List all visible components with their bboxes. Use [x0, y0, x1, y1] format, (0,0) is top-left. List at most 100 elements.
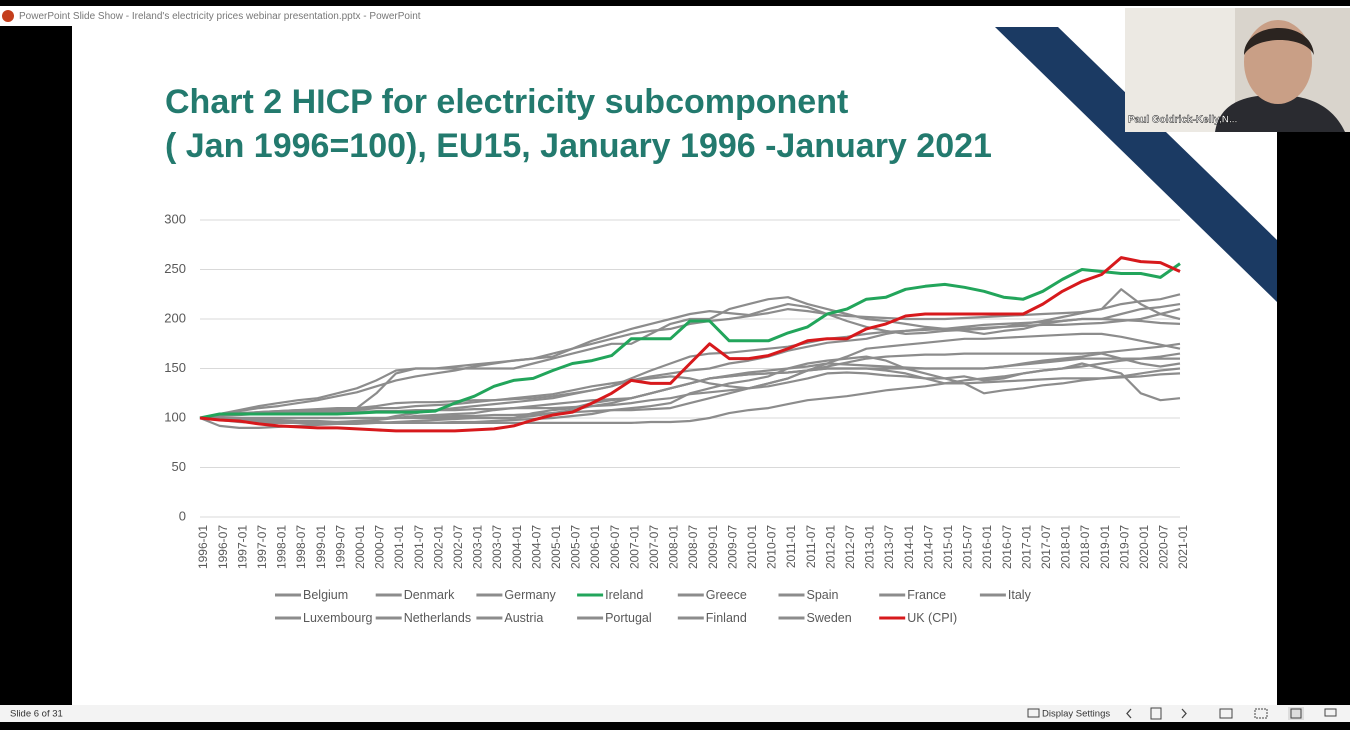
- series-line: [199, 256, 1181, 433]
- legend-label: Italy: [1008, 588, 1032, 602]
- legend-label: Ireland: [605, 588, 643, 602]
- x-tick-label: 2019-07: [1117, 525, 1131, 569]
- series-line: [199, 296, 1181, 420]
- x-tick-label: 2019-01: [1098, 525, 1112, 569]
- legend-label: Denmark: [404, 588, 455, 602]
- x-tick-label: 2015-07: [961, 525, 975, 569]
- x-tick-label: 1999-01: [314, 525, 328, 569]
- chart-subtitle: ( Jan 1996=100), EU15, January 1996 -Jan…: [165, 127, 992, 165]
- x-tick-label: 1996-07: [216, 525, 230, 569]
- x-tick-label: 2011-01: [784, 525, 798, 568]
- x-tick-label: 1997-07: [255, 525, 269, 569]
- x-tick-label: 2016-01: [980, 525, 994, 569]
- x-tick-label: 2011-07: [804, 525, 818, 568]
- chart: 0 50 100 150 200 250 300 1996-01 1996-07 1997-01 1…: [164, 211, 1190, 624]
- x-tick-label: 1997-01: [235, 525, 249, 569]
- x-tick-label: 2001-07: [412, 525, 426, 569]
- x-tick-label: 1999-07: [333, 525, 347, 569]
- x-tick-label: 2020-07: [1157, 525, 1171, 569]
- x-tick-label: 2012-01: [823, 525, 837, 569]
- x-tick-label: 2006-07: [608, 525, 622, 569]
- slideshow-button[interactable]: [1324, 708, 1337, 717]
- chart-title: Chart 2 HICP for electricity subcomponen…: [165, 83, 848, 121]
- display-settings-button[interactable]: Display Settings: [1042, 709, 1110, 720]
- x-tick-label: 2014-01: [902, 525, 916, 569]
- title-bar: [0, 6, 1350, 26]
- y-tick-label: 0: [179, 508, 186, 523]
- x-tick-label: 2008-07: [686, 525, 700, 569]
- x-tick-label: 2000-07: [373, 525, 387, 569]
- reading-view-icon: [1290, 708, 1302, 719]
- webcam-tile: Paul Goldrick-Kelly,N...: [1125, 8, 1350, 132]
- x-tick-label: 2005-01: [549, 525, 563, 569]
- legend-label: UK (CPI): [907, 611, 957, 625]
- decorative-stripe: [995, 27, 1277, 302]
- x-tick-label: 2017-07: [1039, 525, 1053, 569]
- series-line: [199, 288, 1181, 420]
- x-tick-label: 2001-01: [392, 525, 406, 569]
- status-bar: [0, 705, 1350, 722]
- x-tick-label: 2007-07: [647, 525, 661, 569]
- normal-view-button[interactable]: [1219, 708, 1233, 719]
- series-line: [199, 317, 1181, 420]
- x-tick-label: 2017-01: [1019, 525, 1033, 569]
- y-tick-label: 300: [164, 211, 186, 226]
- x-tick-label: 2006-01: [588, 525, 602, 569]
- series-line: [200, 332, 1181, 420]
- x-tick-label: 2020-01: [1137, 525, 1151, 569]
- display-settings-icon[interactable]: [1027, 708, 1040, 718]
- x-tick-label: 2018-07: [1078, 525, 1092, 569]
- x-tick-label: 2014-07: [921, 525, 935, 569]
- x-tick-label: 2016-07: [1000, 525, 1014, 569]
- legend-label: Portugal: [605, 611, 652, 625]
- slide-sorter-button[interactable]: [1150, 707, 1162, 720]
- x-tick-label: 2013-01: [863, 525, 877, 569]
- x-tick-label: 2000-01: [353, 525, 367, 569]
- x-tick-label: 1996-01: [196, 525, 210, 569]
- x-tick-label: 2010-01: [745, 525, 759, 569]
- sorter-view-button[interactable]: [1254, 708, 1268, 719]
- x-tick-label: 2002-01: [431, 525, 445, 569]
- y-tick-label: 250: [164, 261, 186, 276]
- x-tick-label: 2004-01: [510, 525, 524, 569]
- webcam-person-body: [1215, 95, 1345, 132]
- previous-button[interactable]: [1126, 708, 1132, 719]
- x-tick-label: 2007-01: [627, 525, 641, 569]
- legend-label: Belgium: [303, 588, 348, 602]
- x-tick-label: 2004-07: [529, 525, 543, 569]
- x-tick-label: 2003-07: [490, 525, 504, 569]
- series-line: [199, 262, 1181, 420]
- app-icon: [2, 10, 14, 22]
- x-tick-label: 2009-07: [725, 525, 739, 569]
- legend-label: Greece: [706, 588, 747, 602]
- x-tick-label: 2021-01: [1176, 525, 1190, 569]
- y-tick-label: 100: [164, 409, 186, 424]
- x-tick-label: 2015-01: [941, 525, 955, 569]
- legend-label: Netherlands: [404, 611, 471, 625]
- reading-view-button[interactable]: [1288, 707, 1304, 720]
- x-tick-label: 2005-07: [569, 525, 583, 569]
- y-tick-label: 50: [172, 459, 186, 474]
- legend-label: Germany: [504, 588, 556, 602]
- x-tick-label: 2013-07: [882, 525, 896, 569]
- x-tick-label: 1998-07: [294, 525, 308, 569]
- legend-label: France: [907, 588, 946, 602]
- x-tick-label: 2003-01: [471, 525, 485, 569]
- series-line: [199, 367, 1181, 420]
- y-tick-label: 200: [164, 310, 186, 325]
- series-line: [199, 352, 1181, 424]
- x-tick-label: 2018-01: [1059, 525, 1073, 569]
- next-button[interactable]: [1181, 708, 1187, 719]
- legend-label: Luxembourg: [303, 611, 373, 625]
- x-tick-label: 2009-01: [706, 525, 720, 569]
- x-tick-label: 2010-07: [765, 525, 779, 569]
- y-tick-label: 150: [164, 360, 186, 375]
- legend-label: Finland: [706, 611, 747, 625]
- legend-label: Spain: [807, 588, 839, 602]
- webcam-person-hair: [1244, 27, 1314, 55]
- legend-label: Austria: [504, 611, 543, 625]
- x-tick-label: 2012-07: [843, 525, 857, 569]
- window-title: PowerPoint Slide Show - Ireland's electr…: [19, 11, 421, 22]
